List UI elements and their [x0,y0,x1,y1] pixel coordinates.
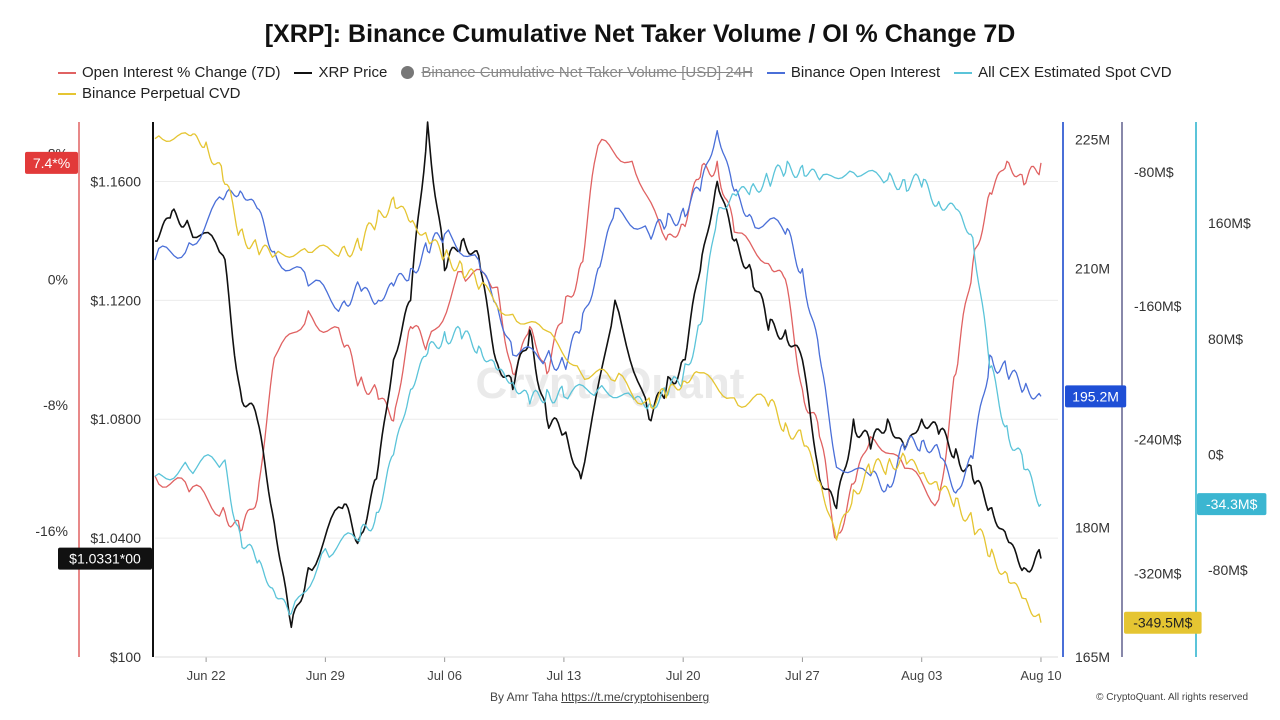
price-tick-label: $1.0400 [90,530,141,546]
series-line [154,132,1042,623]
oi-change-tick-label: -16% [35,523,68,539]
spot-cvd-badge: -34.3M$ [1206,496,1258,512]
binance-oi-tick-label: 225M [1075,131,1110,147]
legend-label: XRP Price [318,64,388,81]
perp-cvd-tick-label: -240M$ [1134,432,1182,448]
series-line [154,138,1042,540]
series-lines [154,121,1042,629]
price-badge-bg [58,547,152,570]
legend-label: Binance Perpetual CVD [82,85,241,102]
perp-cvd-badge: -349.5M$ [1133,615,1192,631]
oi-change-tick-label: -8% [43,397,68,413]
spot-cvd-tick-label: 0$ [1208,447,1224,463]
binance-oi-tick-label: 210M [1075,261,1110,277]
perp-cvd-tick-label: -160M$ [1134,298,1182,314]
footer-copyright: © CryptoQuant. All rights reserved [1096,692,1248,703]
x-tick-label: Jul 06 [427,668,462,683]
price-badge: $1.0331*00 [69,551,141,567]
spot-cvd-tick-label: 160M$ [1208,215,1251,231]
oi-change-badge: 7.4*% [33,155,70,171]
legend-swatch-oi-change [58,71,76,74]
legend-dot-icon [401,66,415,79]
x-tick-label: Jun 29 [306,668,345,683]
legend-item-net-taker-volume[interactable]: Binance Cumulative Net Taker Volume [USD… [401,64,753,81]
x-tick-label: Jul 13 [547,668,582,683]
binance-oi-tick-label: 180M [1075,520,1110,536]
spot-cvd-tick-label: 80M$ [1208,331,1243,347]
legend-item-binance-oi[interactable]: Binance Open Interest [766,64,941,81]
grid-lines [155,180,1058,539]
binance-oi-tick-label: 165M [1075,649,1110,665]
spot-cvd-badge-bg [1197,493,1267,516]
chart-legend: Open Interest % Change (7D) XRP Price Bi… [58,62,1258,104]
axes: Jun 22 Jun 29 Jul 06 Jul 13 Jul 20 Jul 27 Aug … [35,122,1251,683]
legend-swatch-xrp-price [294,71,313,74]
legend-item-perp-cvd[interactable]: Binance Perpetual CVD [58,85,240,102]
legend-item-oi-change[interactable]: Open Interest % Change (7D) [58,64,280,81]
price-tick-label: $100 [110,649,141,665]
legend-swatch-binance-oi [766,71,785,74]
footer-author: By Amr Taha https://t.me/cryptohisenberg [490,690,709,704]
price-tick-label: $1.1200 [90,292,141,308]
legend-label: Binance Open Interest [790,64,941,81]
binance-oi-badge-bg [1065,385,1127,408]
oi-change-tick-label: 0% [48,271,68,287]
perp-cvd-tick-label: -80M$ [1134,164,1174,180]
series-line [154,160,1042,616]
x-tick-label: Aug 10 [1020,668,1061,683]
legend-label: Open Interest % Change (7D) [82,64,281,81]
x-tick-label: Jul 20 [666,668,701,683]
binance-oi-badge: 195.2M [1072,388,1119,404]
author-prefix: By Amr Taha [490,690,558,704]
x-tick-label: Aug 03 [901,668,942,683]
legend-label: Binance Cumulative Net Taker Volume [USD… [421,64,753,81]
legend-swatch-perp-cvd [58,92,76,95]
legend-row-2: Binance Perpetual CVD [58,83,1258,104]
value-badges: 7.4*% $1.0331*00 195.2M -34.3M$ -349.5M$ [25,151,1267,634]
series-line [154,129,1042,494]
legend-swatch-spot-cvd [954,71,973,74]
legend-label: All CEX Estimated Spot CVD [978,64,1172,81]
watermark: CryptoQuant [476,359,745,408]
legend-item-spot-cvd[interactable]: All CEX Estimated Spot CVD [954,64,1172,81]
x-tick-label: Jul 27 [785,668,820,683]
oi-change-badge-bg [25,151,78,174]
chart-title: [XRP]: Binance Cumulative Net Taker Volu… [264,20,1016,48]
price-tick-label: $1.1600 [90,173,141,189]
legend-row-1: Open Interest % Change (7D) XRP Price Bi… [58,62,1258,83]
price-tick-label: $1.0800 [90,411,141,427]
spot-cvd-tick-label: -80M$ [1208,562,1248,578]
legend-item-xrp-price[interactable]: XRP Price [294,64,387,81]
author-link[interactable]: https://t.me/cryptohisenberg [561,690,710,704]
perp-cvd-badge-bg [1124,611,1202,634]
perp-cvd-tick-label: -320M$ [1134,565,1182,581]
x-tick-label: Jun 22 [187,668,226,683]
